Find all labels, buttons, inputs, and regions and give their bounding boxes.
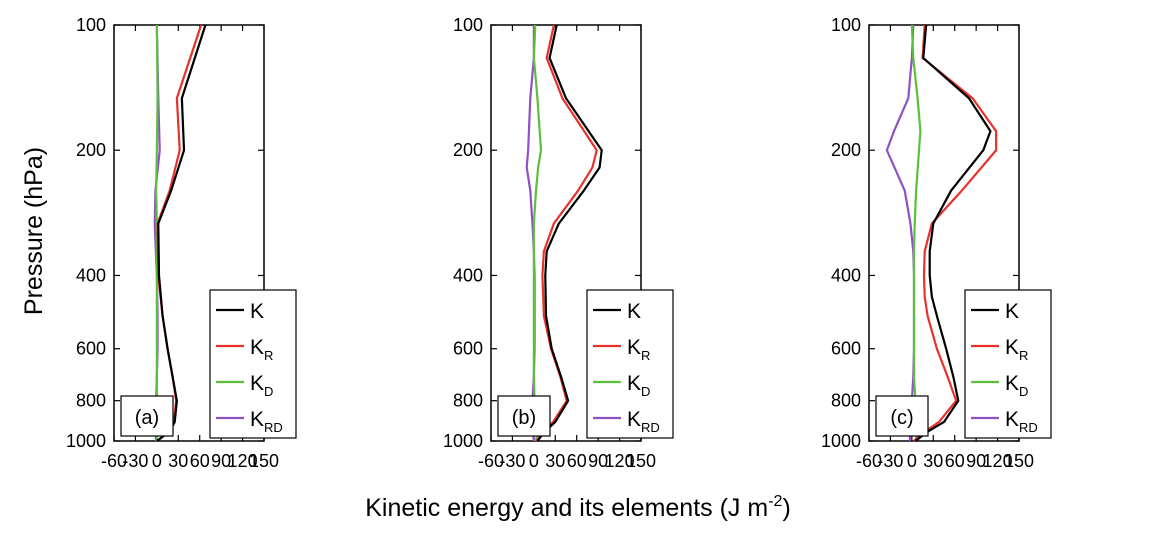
panel-label-box bbox=[497, 395, 551, 437]
series-line-kd bbox=[532, 25, 543, 441]
series-line-kr bbox=[156, 25, 203, 441]
y-tick-label: 100 bbox=[76, 15, 106, 35]
legend-label: KRD bbox=[627, 408, 660, 435]
legend-label: KD bbox=[1005, 372, 1028, 399]
series-line-kd bbox=[910, 25, 922, 441]
legend-box bbox=[209, 289, 297, 439]
series-line-krd bbox=[885, 25, 916, 441]
panel-label: (b) bbox=[512, 407, 536, 429]
legend-label: KR bbox=[627, 336, 650, 363]
x-tick-label: 0 bbox=[152, 451, 162, 471]
y-tick-label: 800 bbox=[453, 391, 483, 411]
y-tick-label: 400 bbox=[76, 265, 106, 285]
x-tick-label: 60 bbox=[190, 451, 210, 471]
legend-label: KR bbox=[1005, 336, 1028, 363]
y-tick-label: 800 bbox=[831, 391, 861, 411]
x-tick-label: 120 bbox=[983, 451, 1013, 471]
y-tick-label: 800 bbox=[76, 391, 106, 411]
y-tick-label: 200 bbox=[831, 140, 861, 160]
y-tick-label: 600 bbox=[453, 339, 483, 359]
x-tick-label: -30 bbox=[122, 451, 148, 471]
y-tick-label: 400 bbox=[831, 265, 861, 285]
legend-label: K bbox=[250, 300, 264, 323]
x-tick-label: -30 bbox=[499, 451, 525, 471]
x-tick-label: 30 bbox=[168, 451, 188, 471]
plot-frame bbox=[868, 24, 1020, 442]
x-tick-label: 120 bbox=[605, 451, 635, 471]
x-tick-label: 150 bbox=[626, 451, 656, 471]
y-tick-label: 1000 bbox=[66, 431, 106, 451]
x-tick-label: 120 bbox=[228, 451, 258, 471]
y-tick-label: 1000 bbox=[821, 431, 861, 451]
x-tick-label: 0 bbox=[907, 451, 917, 471]
x-tick-label: 60 bbox=[945, 451, 965, 471]
x-tick-label: 150 bbox=[249, 451, 279, 471]
plot-frame bbox=[490, 24, 642, 442]
y-tick-label: 600 bbox=[76, 339, 106, 359]
series-line-k bbox=[536, 25, 603, 441]
legend-box bbox=[586, 289, 674, 439]
x-tick-label: -60 bbox=[101, 451, 127, 471]
x-tick-label: 60 bbox=[567, 451, 587, 471]
x-tick-label: 30 bbox=[545, 451, 565, 471]
y-axis-title: Pressure (hPa) bbox=[20, 147, 48, 315]
legend-box bbox=[964, 289, 1052, 439]
x-tick-label: -60 bbox=[856, 451, 882, 471]
x-tick-label: 90 bbox=[211, 451, 231, 471]
panel-label: (a) bbox=[135, 407, 159, 429]
x-tick-label: -30 bbox=[877, 451, 903, 471]
x-tick-label: 0 bbox=[529, 451, 539, 471]
x-tick-label: 30 bbox=[923, 451, 943, 471]
legend-label: K bbox=[627, 300, 641, 323]
legend-label: KD bbox=[250, 372, 273, 399]
series-line-k bbox=[156, 25, 207, 441]
legend-label: KRD bbox=[250, 408, 283, 435]
legend-label: KRD bbox=[1005, 408, 1038, 435]
y-tick-label: 200 bbox=[76, 140, 106, 160]
x-tick-label: 90 bbox=[588, 451, 608, 471]
x-axis-title-sup: -2 bbox=[768, 493, 782, 510]
x-axis-title: Kinetic energy and its elements (J m-2) bbox=[365, 493, 791, 522]
x-tick-label: 90 bbox=[966, 451, 986, 471]
legend-label: K bbox=[1005, 300, 1019, 323]
y-tick-label: 600 bbox=[831, 339, 861, 359]
y-tick-label: 200 bbox=[453, 140, 483, 160]
x-tick-label: -60 bbox=[478, 451, 504, 471]
panel-label-box bbox=[120, 395, 174, 437]
panel-label: (c) bbox=[890, 407, 913, 429]
legend-label: KR bbox=[250, 336, 273, 363]
y-tick-label: 100 bbox=[453, 15, 483, 35]
y-tick-label: 1000 bbox=[443, 431, 483, 451]
x-tick-label: 150 bbox=[1004, 451, 1034, 471]
y-tick-label: 400 bbox=[453, 265, 483, 285]
x-axis-title-end: ) bbox=[782, 494, 790, 522]
series-line-kr bbox=[913, 25, 998, 441]
panel-label-box bbox=[875, 395, 929, 437]
plot-frame bbox=[113, 24, 265, 442]
legend-label: KD bbox=[627, 372, 650, 399]
series-line-k bbox=[914, 25, 992, 441]
y-tick-label: 100 bbox=[831, 15, 861, 35]
series-line-kr bbox=[535, 25, 598, 441]
x-axis-title-main: Kinetic energy and its elements (J m bbox=[365, 494, 768, 522]
